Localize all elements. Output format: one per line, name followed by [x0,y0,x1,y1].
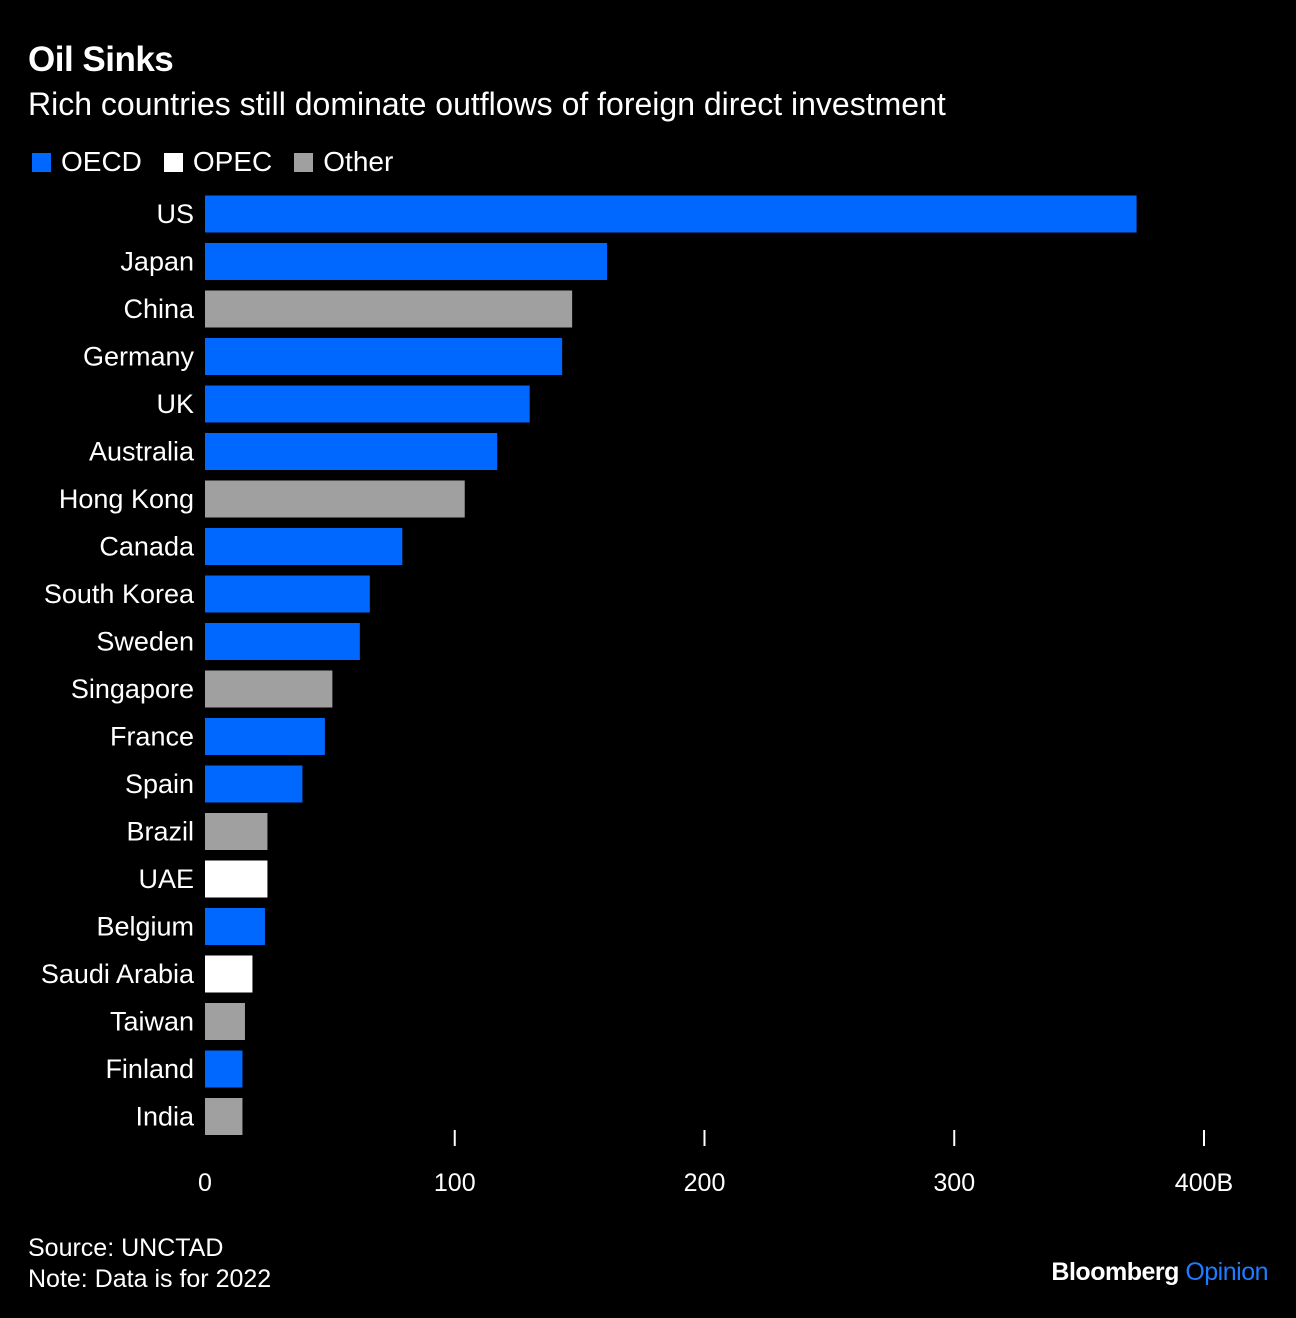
legend-item-other: Other [294,146,393,178]
chart-subtitle: Rich countries still dominate outflows o… [28,86,946,122]
category-label-hong-kong: Hong Kong [59,484,194,514]
legend-label-oecd: OECD [61,146,142,177]
x-tick-label-100: 100 [434,1169,476,1197]
bar-australia [205,433,498,470]
bar-uk [205,385,530,423]
bar-taiwan [205,1003,245,1040]
bar-uae [205,860,268,898]
category-label-india: India [135,1102,195,1132]
x-tick-label-0: 0 [198,1169,212,1197]
source-text: Source: UNCTAD [28,1234,224,1262]
category-label-sweden: Sweden [96,627,194,657]
x-tick-label-400: 400B [1175,1169,1233,1197]
category-label-taiwan: Taiwan [110,1007,194,1037]
category-label-germany: Germany [83,342,195,372]
category-label-china: China [123,294,195,324]
x-tick-label-200: 200 [684,1169,726,1197]
category-label-france: France [110,722,194,752]
bar-japan [205,243,608,280]
legend-item-opec: OPEC [163,146,273,178]
brand-logo: Bloomberg Opinion [1051,1258,1268,1287]
category-label-japan: Japan [120,247,194,277]
legend: OECD OPEC Other [32,146,415,178]
footer: Source: UNCTAD Note: Data is for 2022 [28,1233,271,1295]
category-label-uae: UAE [138,864,194,894]
legend-swatch-other [294,152,314,172]
bar-singapore [205,670,333,708]
bar-south-korea [205,575,370,613]
category-label-singapore: Singapore [71,674,194,704]
bar-france [205,718,325,755]
bar-hong-kong [205,480,465,518]
legend-swatch-oecd [32,152,51,172]
legend-label-opec: OPEC [192,146,273,177]
category-label-canada: Canada [99,532,195,562]
legend-swatch-opec [163,152,183,172]
bar-saudi-arabia [205,955,253,993]
bar-belgium [205,908,265,945]
bar-india [205,1098,243,1135]
category-label-australia: Australia [89,437,195,467]
bar-us [205,195,1137,233]
bar-germany [205,338,563,375]
bar-china [205,290,573,328]
brand-name: Bloomberg [1051,1258,1179,1286]
note-text: Note: Data is for 2022 [28,1265,272,1293]
category-label-spain: Spain [125,769,194,799]
legend-label-other: Other [323,146,394,177]
bar-canada [205,528,403,565]
category-label-uk: UK [156,389,194,419]
bar-finland [205,1050,243,1088]
category-label-belgium: Belgium [96,912,194,942]
category-label-saudi-arabia: Saudi Arabia [41,959,195,989]
bar-spain [205,765,303,803]
category-label-brazil: Brazil [126,817,194,847]
brand-accent: Opinion [1185,1258,1268,1286]
bar-brazil [205,813,268,850]
chart-title: Oil Sinks [28,40,174,79]
bar-sweden [205,623,360,660]
category-label-us: US [156,199,194,229]
x-tick-label-300: 300 [933,1169,975,1197]
category-label-south-korea: South Korea [44,579,195,609]
category-label-finland: Finland [105,1054,194,1084]
legend-item-oecd: OECD [32,146,142,178]
